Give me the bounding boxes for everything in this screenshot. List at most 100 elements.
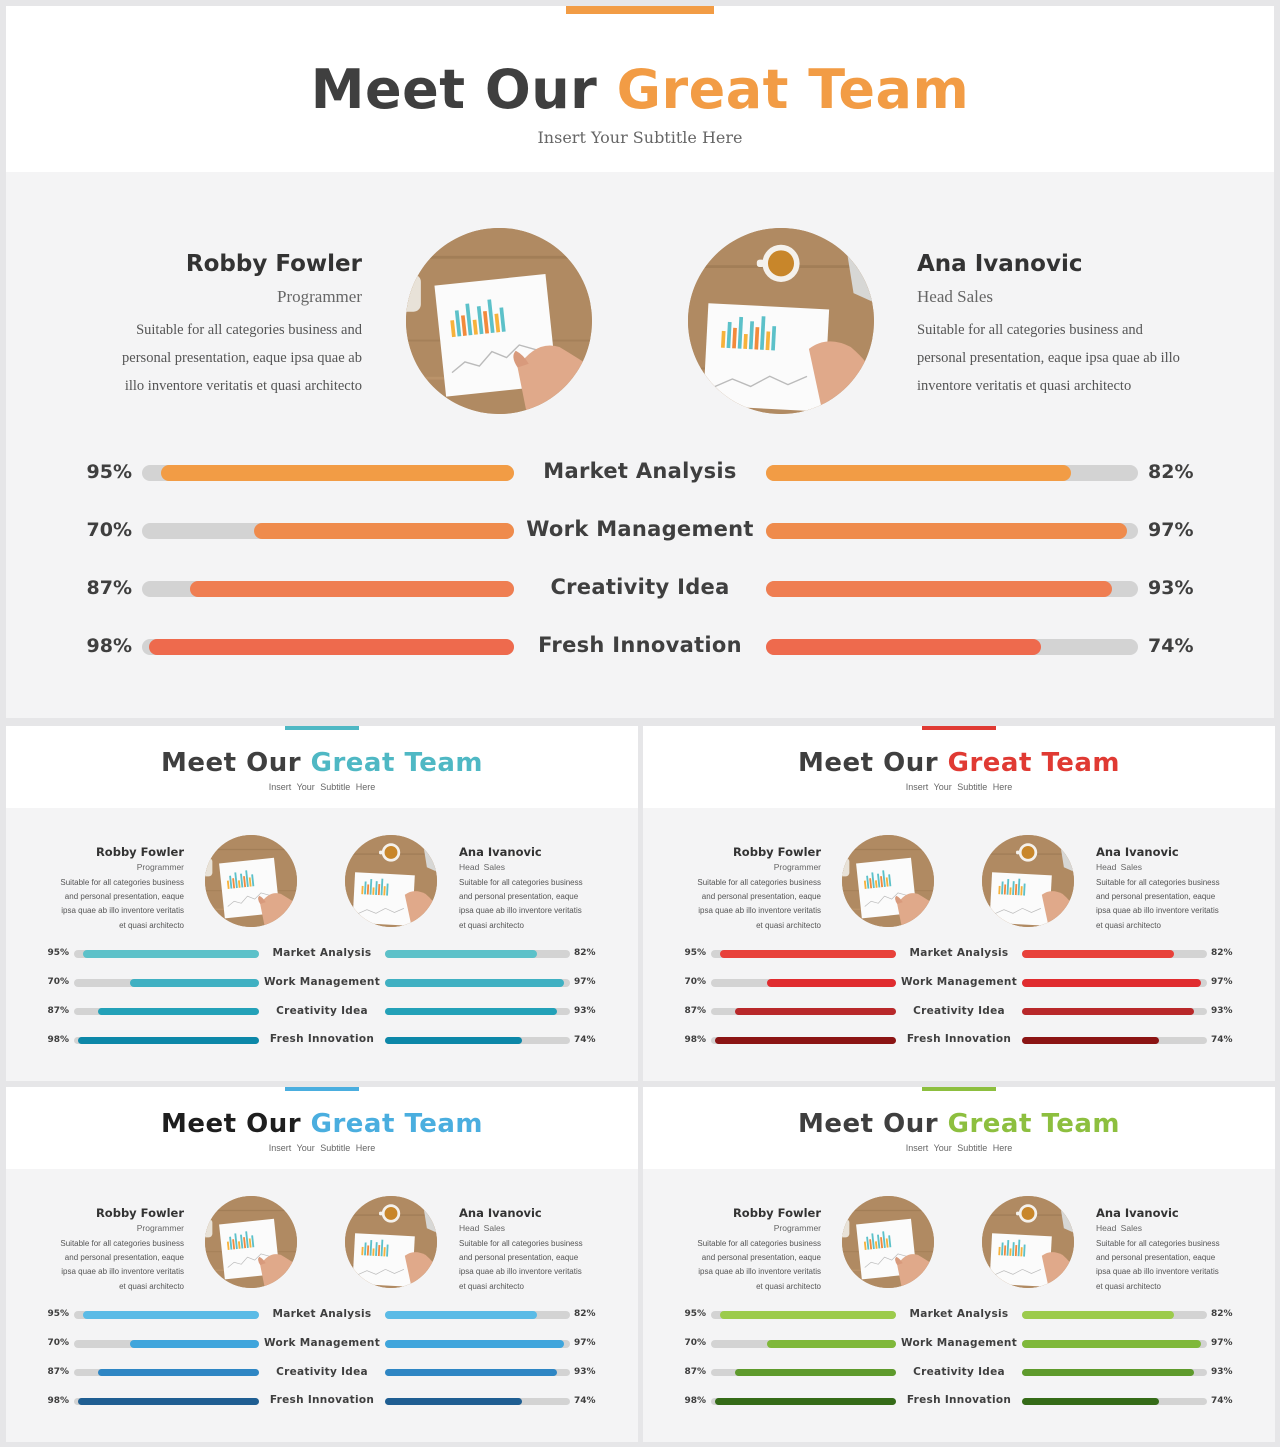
left-skill-bar-fill: [253, 523, 514, 539]
right-person-role: Head Sales: [459, 862, 505, 872]
right-skill-bar: [766, 639, 1138, 655]
title-highlight: Great Team: [616, 58, 970, 121]
description-line: ipsa quae ab illo inventore veritatis: [698, 1267, 821, 1277]
left-skill-percent: 87%: [684, 1367, 706, 1378]
right-skill-bar-fill: [1022, 979, 1202, 987]
left-skill-percent: 98%: [684, 1034, 706, 1045]
description-line: ipsa quae ab illo inventore veritatis: [1096, 1267, 1219, 1277]
slide-3: Meet Our Great Team Insert Your Subtitle …: [643, 726, 1275, 1081]
left-skill-bar-fill: [714, 1397, 896, 1406]
right-skill-bar: [385, 1036, 570, 1045]
right-skill-bar-fill: [385, 950, 537, 958]
description-line: et quasi architecto: [459, 1281, 524, 1291]
right-person-description: Suitable for all categories business and …: [459, 876, 583, 933]
skill-name: Fresh Innovation: [538, 633, 742, 658]
slide-subtitle: Insert Your Subtitle Here: [268, 782, 376, 792]
skill-name: Creativity Idea: [276, 1365, 368, 1378]
right-skill-bar: [1022, 979, 1207, 987]
right-skill-bar: [385, 1397, 570, 1406]
right-skill-percent: 82%: [1211, 948, 1233, 959]
right-skill-bar-fill: [385, 979, 565, 987]
right-person-photo: [982, 835, 1074, 927]
left-skill-bar: [711, 979, 896, 987]
left-person-description: Suitable for all categories business and …: [697, 876, 821, 933]
skill-name: Work Management: [900, 1336, 1018, 1349]
skill-name: Work Management: [900, 975, 1018, 988]
right-person-photo: [345, 1196, 437, 1288]
right-skill-bar-fill: [385, 1368, 558, 1377]
title-main: Meet Our: [798, 748, 939, 778]
right-person-description: Suitable for all categories business and …: [459, 1237, 583, 1294]
left-skill-bar-fill: [149, 639, 514, 655]
accent-bar: [922, 1087, 996, 1091]
right-person-name: Ana Ivanovic: [459, 1206, 542, 1220]
photo-illustration: [205, 1196, 297, 1288]
photo-illustration: [688, 228, 874, 414]
right-person-name: Ana Ivanovic: [1096, 845, 1179, 859]
description-line: Suitable for all categories business: [1096, 1239, 1220, 1248]
right-skill-bar: [385, 1340, 570, 1348]
photo-illustration: [345, 835, 437, 927]
left-skill-bar-fill: [766, 1340, 896, 1348]
left-skill-bar-fill: [83, 950, 259, 958]
left-skill-percent: 95%: [684, 948, 706, 959]
right-skill-percent: 74%: [574, 1034, 596, 1045]
left-person-role: Programmer: [773, 1223, 821, 1233]
left-skill-bar: [142, 523, 514, 539]
title-highlight: Great Team: [310, 748, 483, 778]
right-skill-bar-fill: [385, 1311, 537, 1319]
left-skill-bar: [711, 1368, 896, 1377]
photo-illustration: [982, 835, 1074, 927]
right-skill-percent: 97%: [1211, 977, 1233, 988]
right-person-role: Head Sales: [1096, 1223, 1142, 1233]
description-line: et quasi architecto: [1096, 1281, 1161, 1291]
right-person-photo: [345, 835, 437, 927]
right-person-description: Suitable for all categories business and…: [917, 316, 1180, 400]
skill-name: Market Analysis: [909, 947, 1009, 960]
right-skill-bar-fill: [1022, 1311, 1174, 1319]
title-main: Meet Our: [161, 1109, 302, 1139]
photo-illustration: [345, 1196, 437, 1288]
left-skill-percent: 95%: [86, 461, 132, 484]
title-highlight: Great Team: [947, 748, 1120, 778]
right-skill-percent: 97%: [574, 977, 596, 988]
description-line: and personal presentation, eaque: [459, 892, 579, 902]
description-line: and personal presentation, eaque: [459, 1253, 579, 1263]
right-skill-bar: [766, 581, 1138, 597]
left-person-photo: [205, 1196, 297, 1288]
right-skill-bar: [385, 1368, 570, 1377]
left-person-role: Programmer: [277, 287, 362, 306]
slide-4: Meet Our Great Team Insert Your Subtitle …: [6, 1087, 638, 1442]
left-skill-percent: 70%: [47, 977, 69, 988]
slide-subtitle: Insert Your Subtitle Here: [537, 128, 743, 147]
left-skill-bar-fill: [720, 1311, 896, 1319]
slide-5: Meet Our Great Team Insert Your Subtitle …: [643, 1087, 1275, 1442]
left-skill-bar: [142, 465, 514, 481]
skill-name: Creativity Idea: [550, 575, 730, 600]
description-line: illo inventore veritatis et quasi archit…: [124, 378, 362, 394]
right-skill-bar: [1022, 1036, 1207, 1045]
accent-bar: [922, 726, 996, 730]
left-person-name: Robby Fowler: [732, 845, 821, 859]
right-skill-bar: [385, 1007, 570, 1016]
photo-illustration: [982, 1196, 1074, 1288]
description-line: et quasi architecto: [119, 920, 184, 930]
left-skill-bar: [74, 1036, 259, 1045]
right-skill-percent: 82%: [574, 1309, 596, 1320]
right-person-name: Ana Ivanovic: [459, 845, 542, 859]
skill-name: Creativity Idea: [276, 1004, 368, 1017]
skill-name: Market Analysis: [909, 1308, 1009, 1321]
left-skill-bar-fill: [766, 979, 896, 987]
left-skill-bar-fill: [735, 1368, 896, 1377]
left-skill-bar: [74, 1397, 259, 1406]
right-skill-bar: [766, 523, 1138, 539]
right-skill-percent: 82%: [574, 948, 596, 959]
skill-name: Fresh Innovation: [906, 1394, 1012, 1407]
left-skill-bar-fill: [77, 1397, 259, 1406]
description-line: Suitable for all categories business and: [917, 322, 1143, 338]
right-skill-bar-fill: [766, 465, 1072, 481]
left-skill-bar: [711, 1007, 896, 1016]
right-skill-percent: 97%: [1148, 519, 1194, 542]
accent-bar: [285, 726, 359, 730]
title-main: Meet Our: [161, 748, 302, 778]
